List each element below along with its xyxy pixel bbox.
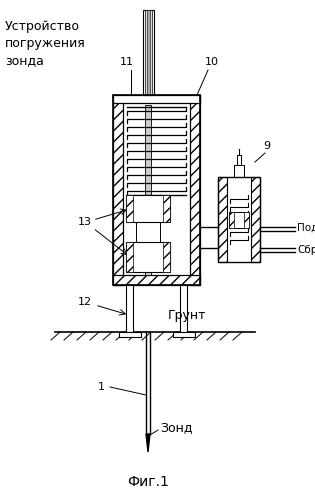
Bar [146,10,150,95]
Text: 1: 1 [98,382,105,392]
Text: Зонд: Зонд [160,422,192,434]
Bar [234,165,244,177]
Bar [244,212,249,228]
Bar [218,177,260,262]
Text: Сброс: Сброс [297,245,315,255]
Bar [126,242,170,272]
Bar [119,332,141,337]
Bar [126,285,133,332]
Bar [113,275,200,285]
Text: Грунт: Грунт [168,309,207,322]
Text: 9: 9 [263,141,270,151]
Bar [136,222,160,242]
Bar [126,195,170,222]
Bar [113,95,123,285]
Text: 12: 12 [78,297,92,307]
Bar [180,285,187,332]
Bar [237,155,241,165]
Text: Фиг.1: Фиг.1 [127,475,169,489]
Bar [126,195,133,222]
Bar [113,95,200,285]
Bar [113,95,200,103]
Bar [229,212,249,228]
Text: 10: 10 [205,57,219,67]
Bar [251,177,260,262]
Bar [190,95,200,285]
Bar [229,212,234,228]
Text: Устройство
погружения
зонда: Устройство погружения зонда [5,20,86,67]
Bar [173,332,195,337]
Bar [145,10,152,95]
Bar [145,105,151,275]
Text: 13: 13 [78,217,92,227]
Polygon shape [146,434,150,452]
Bar [218,177,227,262]
Bar [143,10,154,95]
Text: Подача: Подача [297,223,315,233]
Bar [163,242,170,272]
Bar [163,195,170,222]
Bar [126,242,133,272]
Text: 11: 11 [120,57,134,67]
